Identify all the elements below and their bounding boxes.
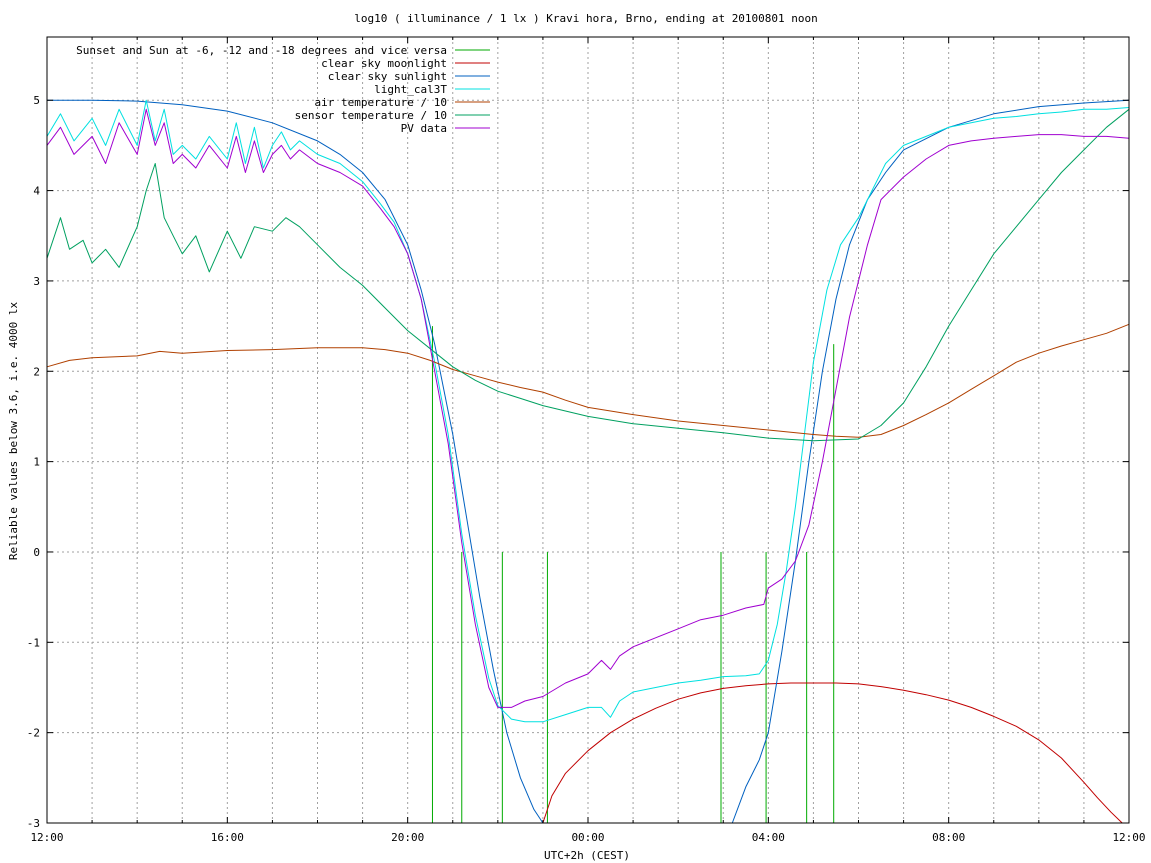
plot-area <box>46 99 1130 824</box>
y-tick-label: 5 <box>33 94 40 107</box>
y-tick-label: 2 <box>33 365 40 378</box>
x-tick-label: 04:00 <box>752 831 785 844</box>
x-tick-label: 08:00 <box>932 831 965 844</box>
y-tick-label: 0 <box>33 546 40 559</box>
plot-frame <box>46 36 1130 824</box>
legend-label: Sunset and Sun at -6, -12 and -18 degree… <box>76 44 447 57</box>
x-tick-label: 12:00 <box>1112 831 1145 844</box>
series-line <box>46 323 1130 438</box>
legend-label: clear sky sunlight <box>328 70 447 83</box>
x-tick-label: 16:00 <box>211 831 244 844</box>
series-line <box>46 99 1130 723</box>
series-3 <box>46 99 1130 723</box>
x-tick-label: 00:00 <box>571 831 604 844</box>
legend-label: air temperature / 10 <box>315 96 447 109</box>
grid <box>47 37 1129 823</box>
y-axis-label: Reliable values below 3.6, i.e. 4000 lx <box>7 301 20 560</box>
series-0 <box>431 326 835 823</box>
series-line <box>47 99 1130 824</box>
y-tick-label: -1 <box>27 636 40 649</box>
series-1 <box>542 682 1123 824</box>
y-tick-label: -2 <box>27 727 40 740</box>
series-line <box>46 108 1130 708</box>
series-5 <box>46 108 1130 442</box>
y-tick-label: 4 <box>33 185 40 198</box>
y-tick-label: -3 <box>27 817 40 830</box>
y-tick-label: 3 <box>33 275 40 288</box>
axis-ticks: 12:00 16:00 20:00 00:00 04:00 08:00 12:00-3-2-… <box>27 37 1146 844</box>
legend: Sunset and Sun at -6, -12 and -18 degree… <box>76 44 490 135</box>
series-6 <box>46 108 1130 708</box>
series-line <box>46 108 1130 442</box>
series-2 <box>47 99 1130 824</box>
x-tick-label: 12:00 <box>30 831 63 844</box>
chart-title: log10 ( illuminance / 1 lx ) Kravi hora,… <box>354 12 818 25</box>
y-tick-label: 1 <box>33 456 40 469</box>
legend-label: clear sky moonlight <box>321 57 447 70</box>
x-tick-label: 20:00 <box>391 831 424 844</box>
legend-label: PV data <box>401 122 447 135</box>
series-4 <box>46 323 1130 438</box>
legend-label: light_cal3T <box>374 83 447 96</box>
series-line <box>542 682 1123 824</box>
legend-label: sensor temperature / 10 <box>295 109 447 122</box>
x-axis-label: UTC+2h (CEST) <box>544 849 630 862</box>
